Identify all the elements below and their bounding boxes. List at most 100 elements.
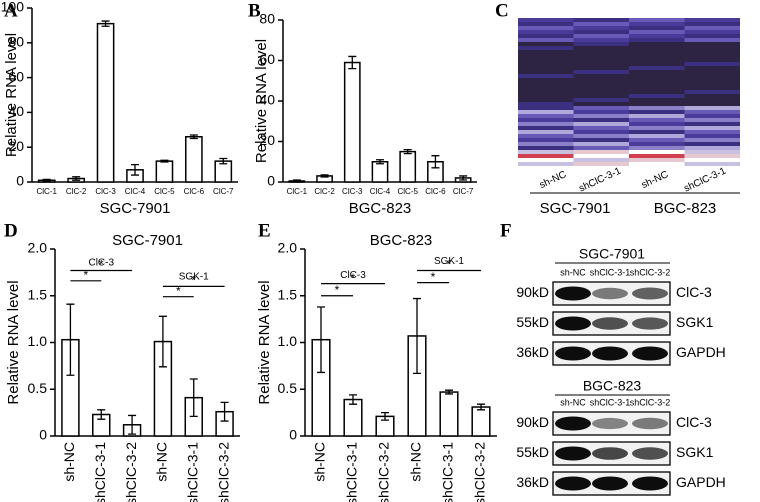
error-bar [349,394,357,405]
heatmap-stripe [573,58,629,62]
heatmap-stripe [518,34,574,38]
heatmap-stripe [684,126,740,130]
x-tick-label: sh-NC [408,442,424,482]
heatmap-stripe [629,70,685,74]
heatmap-stripe [629,78,685,82]
y-tick-label: 1.5 [28,286,48,302]
y-tick-label: 0.5 [28,380,48,396]
heatmap-stripe [684,134,740,138]
error-bar [131,163,139,176]
heatmap-stripe [518,22,574,26]
heatmap-stripe [573,78,629,82]
bar [155,160,174,183]
heatmap-stripe [684,130,740,134]
x-tick-label: ClC-3 [95,187,116,196]
heatmap-stripe [684,22,740,26]
heatmap [518,18,740,166]
heatmap-group-label: SGC-7901 [540,200,611,217]
y-tick-label: 2.0 [278,240,298,256]
heatmap-stripe [629,146,685,150]
annotation: * [191,274,196,288]
blot-band [592,346,628,361]
error-bar [477,403,485,411]
error-bar [72,176,81,181]
error-bar [189,134,198,140]
heatmap-stripe [684,42,740,46]
heatmap-stripe [629,150,685,154]
y-tick-label: 60 [259,51,275,67]
blot-size: 55kD [516,444,549,460]
x-tick-label: ClC-4 [125,187,146,196]
heatmap-stripe [518,54,574,58]
heatmap-stripe [629,162,685,166]
heatmap-stripe [629,34,685,38]
heatmap-stripe [629,130,685,134]
blot-size: 90kD [516,414,549,430]
heatmap-stripe [629,66,685,70]
x-tick-label: ClC-5 [397,187,418,196]
heatmap-stripe [629,126,685,130]
heatmap-stripe [684,18,740,22]
heatmap-stripe [629,134,685,138]
heatmap-stripe [684,50,740,54]
heatmap-stripe [629,30,685,34]
heatmap-stripe [573,122,629,126]
heatmap-stripe [684,66,740,70]
panel-label: A [4,0,18,21]
blot-band [555,416,591,431]
y-tick-label: 1.0 [278,333,298,349]
y-tick-label: 40 [8,103,24,119]
heatmap-stripe [573,130,629,134]
error-bar [292,179,301,183]
heatmap-stripe [518,106,574,110]
heatmap-stripe [518,38,574,42]
heatmap-stripe [518,26,574,30]
blot-band [592,476,628,491]
annotation: SGK-1 [434,256,464,267]
heatmap-stripe [518,146,574,150]
x-axis-label: BGC-823 [349,200,412,217]
blot-band [592,417,628,430]
heatmap-stripe [518,98,574,102]
heatmap-stripe [684,38,740,42]
heatmap-stripe [684,142,740,146]
x-tick-label: shClC-3-2 [472,442,488,502]
heatmap-stripe [573,18,629,22]
heatmap-stripe [629,142,685,146]
heatmap-stripe [573,34,629,38]
heatmap-stripe [518,46,574,50]
heatmap-stripe [518,158,574,162]
heatmap-stripe [518,130,574,134]
heatmap-stripe [518,118,574,122]
heatmap-stripe [573,118,629,122]
annotation: * [176,284,181,298]
x-tick-label: shClC-3-2 [215,442,231,502]
heatmap-stripe [518,90,574,94]
error-bar [189,378,198,418]
x-tick-label: shClC-3-2 [123,442,139,502]
bar [96,22,115,183]
error-bar [348,55,357,70]
annotation: SGK-1 [179,272,209,283]
heatmap-stripe [684,106,740,110]
blot-band [632,476,668,491]
x-tick-label: ClC-1 [287,187,308,196]
heatmap-stripe [684,98,740,102]
heatmap-stripe [518,66,574,70]
heatmap-stripe [573,154,629,158]
blot-band [632,417,668,430]
heatmap-stripe [684,30,740,34]
panel-label: F [500,220,512,241]
heatmap-lane-label: sh-NC [640,169,670,191]
error-bar [42,178,51,182]
heatmap-stripe [518,50,574,54]
heatmap-stripe [518,58,574,62]
heatmap-stripe [573,86,629,90]
heatmap-stripe [573,42,629,46]
heatmap-stripe [629,82,685,86]
bar [439,391,459,437]
heatmap-stripe [684,138,740,142]
y-tick-label: 80 [259,11,275,27]
chart-title: BGC-823 [370,232,433,249]
heatmap-stripe [684,162,740,166]
